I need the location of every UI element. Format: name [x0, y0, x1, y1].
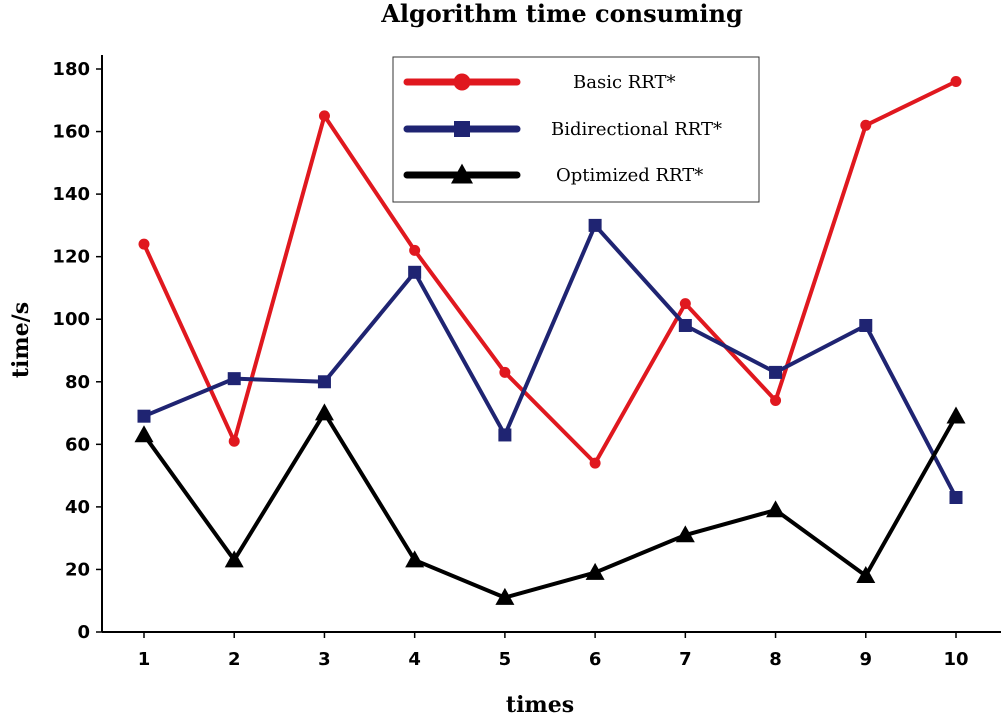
y-tick-label: 20	[65, 559, 90, 580]
x-tick-label: 6	[589, 649, 602, 670]
legend: Basic RRT* Bidirectional RRT* Optimized RR…	[392, 56, 760, 203]
y-tick-label: 100	[52, 309, 90, 330]
x-tick-label: 8	[769, 649, 782, 670]
data-point	[499, 366, 511, 378]
legend-marker	[451, 163, 473, 184]
data-point	[949, 491, 963, 505]
y-tick-label: 140	[52, 184, 90, 205]
x-axis-label: times	[506, 692, 574, 718]
data-point	[766, 500, 786, 518]
x-tick-label: 3	[318, 649, 331, 670]
legend-marker	[453, 73, 471, 91]
series-layer	[134, 76, 966, 605]
data-point	[859, 318, 873, 332]
data-point	[138, 238, 150, 250]
data-point	[495, 587, 515, 605]
data-point	[589, 457, 601, 469]
x-tick-label: 1	[138, 649, 151, 670]
data-point	[585, 562, 605, 580]
data-point	[405, 550, 425, 568]
data-point	[675, 525, 695, 543]
x-tick-label: 4	[408, 649, 421, 670]
y-tick-label: 160	[52, 122, 90, 143]
y-tick-label: 180	[52, 59, 90, 80]
series-2	[134, 403, 966, 605]
legend-marker	[454, 121, 470, 137]
y-tick-label: 80	[65, 372, 90, 393]
data-point	[317, 375, 331, 389]
data-point	[227, 372, 241, 386]
legend-item-1: Bidirectional RRT*	[403, 119, 722, 140]
series-0	[138, 76, 962, 469]
x-tick-label: 2	[228, 649, 241, 670]
data-point	[228, 435, 240, 447]
x-tick-label: 5	[499, 649, 512, 670]
series-1	[137, 218, 963, 505]
y-tick-label: 0	[77, 622, 90, 643]
data-point	[770, 395, 782, 407]
x-tick-label: 10	[943, 649, 968, 670]
y-axis-label: time/s	[8, 302, 34, 378]
y-tick-label: 40	[65, 497, 90, 518]
legend-item-0: Basic RRT*	[403, 72, 676, 93]
data-point	[137, 409, 151, 423]
data-point	[588, 218, 602, 232]
legend-item-2: Optimized RRT*	[403, 163, 703, 186]
data-point	[318, 110, 330, 122]
series-line	[142, 79, 957, 466]
data-point	[224, 550, 244, 568]
data-point	[679, 298, 691, 310]
x-tick-label: 9	[860, 649, 873, 670]
y-tick-label: 60	[65, 434, 90, 455]
data-point	[498, 428, 512, 442]
legend-label: Basic RRT*	[573, 72, 676, 93]
x-tick-label: 7	[679, 649, 692, 670]
data-point	[134, 425, 154, 443]
data-point	[856, 566, 876, 583]
data-point	[409, 244, 421, 256]
legend-label: Bidirectional RRT*	[551, 119, 722, 140]
data-point	[946, 406, 966, 424]
data-point	[769, 365, 783, 379]
y-tick-label: 120	[52, 247, 90, 268]
data-point	[408, 265, 422, 279]
axes: 0 20 40 60 80 100 120 140 160 180 1 2 3 4 5 6 7 8 9 10	[52, 55, 1001, 670]
data-point	[314, 403, 334, 421]
series-line	[142, 411, 958, 600]
data-point	[678, 318, 692, 332]
data-point	[860, 119, 872, 131]
data-point	[950, 76, 962, 88]
series-line	[143, 223, 958, 499]
chart-title: Algorithm time consuming	[380, 0, 743, 28]
legend-label: Optimized RRT*	[556, 165, 703, 186]
